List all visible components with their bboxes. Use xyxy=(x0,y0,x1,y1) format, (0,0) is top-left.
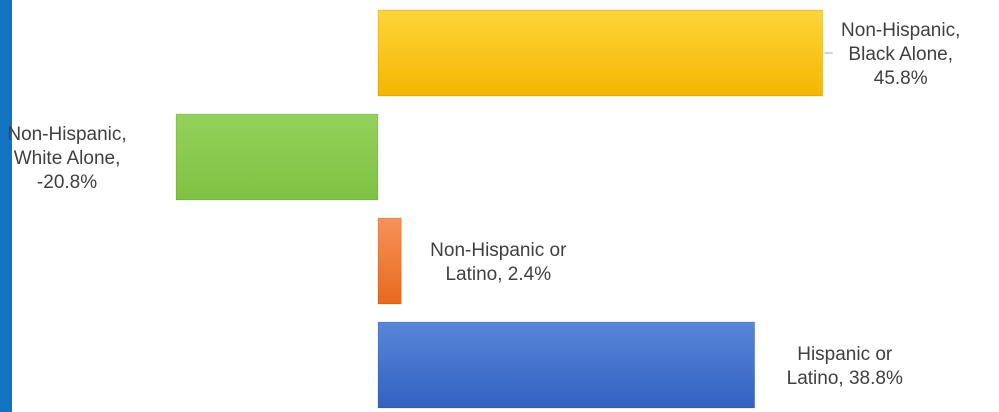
bar-hispanic-or-latino xyxy=(377,321,756,409)
bar-non-hispanic-white-alone xyxy=(175,113,379,201)
bar-non-hispanic-or-latino xyxy=(377,217,402,305)
data-label-hispanic-or-latino: Hispanic or Latino, 38.8% xyxy=(787,344,903,389)
left-accent-stripe xyxy=(0,0,12,412)
data-label-non-hispanic-or-latino: Non-Hispanic or Latino, 2.4% xyxy=(430,240,567,285)
data-label-non-hispanic-white-alone: Non-Hispanic, White Alone, -20.8% xyxy=(7,124,126,193)
bar-non-hispanic-black-alone xyxy=(377,9,824,97)
data-label-non-hispanic-black-alone: Non-Hispanic, Black Alone, 45.8% xyxy=(841,20,960,89)
